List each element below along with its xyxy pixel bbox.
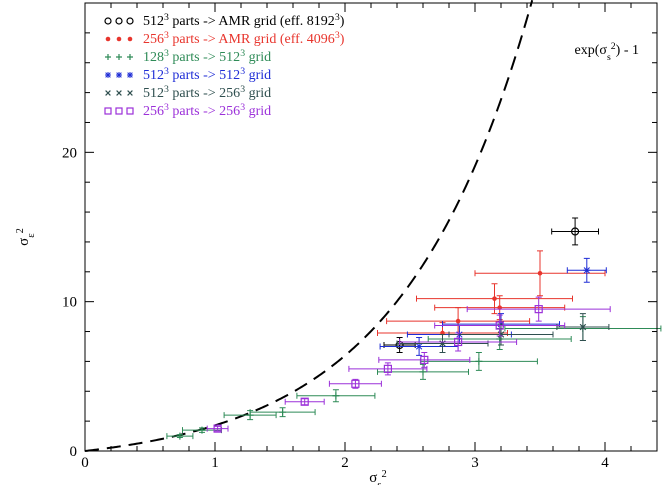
asterisk-marker: [105, 72, 111, 78]
circle-marker: [104, 17, 112, 25]
curve-annotation: exp(σs2) - 1: [575, 41, 640, 63]
legend-item-4: 5123 parts -> 5123 grid: [105, 66, 271, 84]
square-marker: [534, 305, 543, 314]
legend-label: 5123 parts -> AMR grid (eff. 81923): [143, 12, 345, 30]
ticks-layer: 0 1 2 3 4 0 10 20: [62, 2, 658, 471]
y-tick-label: 10: [62, 295, 77, 311]
square-marker: [104, 107, 112, 115]
square-marker: [351, 379, 360, 388]
plus-marker: [176, 432, 184, 440]
plus-marker: [116, 54, 122, 60]
x-tick-label: 2: [341, 455, 349, 471]
square-marker: [383, 364, 392, 373]
legend-item-6: 2563 parts -> 2563 grid: [104, 102, 271, 120]
y-error-bar: [535, 296, 542, 322]
legend-label: 5123 parts -> 2563 grid: [143, 84, 271, 102]
plus-marker: [127, 54, 133, 60]
legend-label: 1283 parts -> 5123 grid: [143, 48, 271, 66]
asterisk-marker: [415, 342, 423, 350]
legend-label: 5123 parts -> 5123 grid: [143, 66, 271, 84]
dot-marker: [492, 296, 497, 301]
circle-marker: [115, 17, 123, 25]
plus-marker: [332, 392, 340, 400]
plus-marker: [105, 54, 111, 60]
square-marker: [454, 337, 463, 347]
plus-marker: [419, 368, 427, 376]
square-marker: [126, 107, 134, 115]
asterisk-marker: [116, 72, 122, 78]
x-tick-label: 0: [81, 455, 89, 471]
series-5: [396, 313, 610, 353]
cross-marker: [579, 323, 587, 331]
curve-layer: [84, 0, 534, 452]
legend-item-3: 1283 parts -> 5123 grid: [105, 48, 271, 66]
asterisk-marker: [127, 72, 133, 78]
asterisk-marker: [583, 266, 591, 274]
y-error-bar: [572, 217, 579, 246]
legend-item-2: 2563 parts -> AMR grid (eff. 40963): [105, 30, 345, 48]
legend-label: 2563 parts -> 2563 grid: [143, 102, 271, 120]
square-marker: [213, 424, 222, 433]
cross-marker: [105, 90, 111, 96]
x-tick-label: 1: [211, 455, 219, 471]
series-2: [377, 250, 606, 344]
circle-marker: [570, 227, 580, 236]
cross-marker: [127, 90, 133, 96]
plus-marker: [279, 408, 287, 416]
dot-marker: [105, 36, 111, 42]
y-tick-label: 20: [62, 145, 77, 161]
series-1: [383, 217, 599, 353]
x-axis-label: σs2: [369, 469, 386, 485]
dot-marker: [455, 318, 461, 324]
plus-marker: [475, 357, 483, 365]
dot-marker: [537, 270, 543, 276]
x-tick-label: 4: [601, 455, 609, 471]
y-tick-label: 0: [70, 444, 78, 460]
cross-marker: [116, 90, 122, 96]
series-3: [166, 316, 662, 440]
square-marker: [495, 321, 504, 330]
y-error-bar: [421, 351, 428, 368]
dot-marker: [116, 36, 122, 42]
circle-marker: [126, 17, 134, 25]
series-6: [206, 296, 611, 433]
square-marker: [420, 355, 429, 365]
dot-marker: [127, 36, 133, 42]
square-marker: [115, 107, 123, 115]
y-axis-label: σε2: [15, 228, 37, 246]
x-tick-label: 3: [471, 455, 479, 471]
legend: 5123 parts -> AMR grid (eff. 81923)2563 …: [104, 12, 345, 120]
points-layer: [166, 217, 662, 440]
exp-curve-line: [84, 0, 534, 452]
square-marker: [300, 397, 309, 406]
legend-label: 2563 parts -> AMR grid (eff. 40963): [143, 30, 345, 48]
y-error-bar: [455, 332, 462, 352]
legend-item-5: 5123 parts -> 2563 grid: [105, 84, 271, 102]
plus-marker: [198, 426, 206, 434]
y-error-bar: [214, 425, 221, 432]
y-error-bar: [496, 314, 503, 337]
legend-item-1: 5123 parts -> AMR grid (eff. 81923): [104, 12, 345, 30]
